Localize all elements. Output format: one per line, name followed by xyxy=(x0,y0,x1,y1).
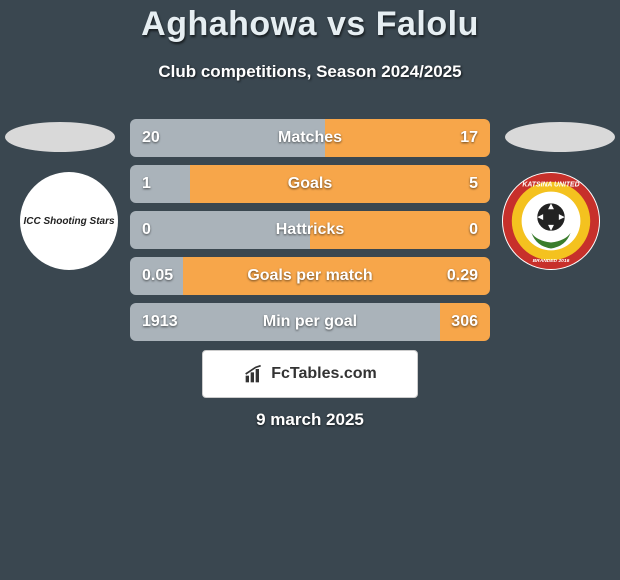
stat-bar-right xyxy=(190,165,490,203)
stat-row: 15Goals xyxy=(130,165,490,203)
club-badge-right: KATSINA UNITED BRANDED 2016 xyxy=(502,172,600,270)
stat-bar-right xyxy=(325,119,490,157)
stat-bar-right xyxy=(310,211,490,249)
club-badge-right-svg: KATSINA UNITED BRANDED 2016 xyxy=(502,172,600,270)
flag-right xyxy=(505,122,615,152)
stat-row: 00Hattricks xyxy=(130,211,490,249)
stat-bar-left xyxy=(130,303,440,341)
stat-bar-left xyxy=(130,211,310,249)
date-label: 9 march 2025 xyxy=(0,410,620,430)
svg-text:BRANDED 2016: BRANDED 2016 xyxy=(533,258,570,264)
stat-row: 0.050.29Goals per match xyxy=(130,257,490,295)
page-title: Aghahowa vs Falolu xyxy=(0,5,620,44)
stat-bars: 2017Matches 15Goals 00Hattricks 0.050.29Goa… xyxy=(130,119,490,349)
club-badge-left-text: ICC Shooting Stars xyxy=(23,216,114,227)
stat-bar-left xyxy=(130,165,190,203)
stat-row: 2017Matches xyxy=(130,119,490,157)
stat-bar-left xyxy=(130,257,183,295)
page-subtitle: Club competitions, Season 2024/2025 xyxy=(0,62,620,82)
chart-icon xyxy=(243,364,265,384)
branding-badge: FcTables.com xyxy=(202,350,418,398)
comparison-infographic: Aghahowa vs Falolu Club competitions, Se… xyxy=(0,0,620,580)
stat-bar-right xyxy=(440,303,490,341)
stat-bar-right xyxy=(183,257,490,295)
svg-text:KATSINA UNITED: KATSINA UNITED xyxy=(522,182,579,189)
stat-bar-left xyxy=(130,119,325,157)
flag-left xyxy=(5,122,115,152)
branding-label: FcTables.com xyxy=(271,365,377,383)
club-badge-left: ICC Shooting Stars xyxy=(20,172,118,270)
stat-row: 1913306Min per goal xyxy=(130,303,490,341)
